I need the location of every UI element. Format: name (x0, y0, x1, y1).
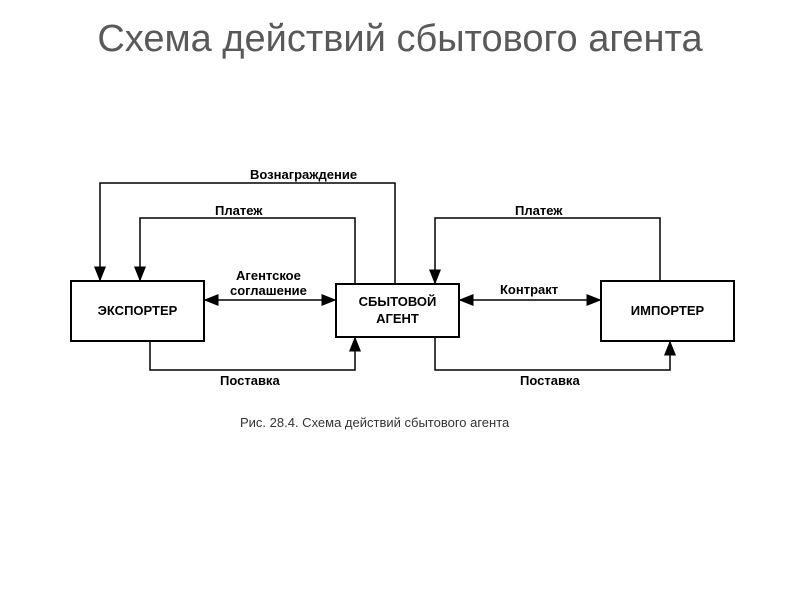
edge-payment2 (435, 218, 660, 283)
node-exporter: ЭКСПОРТЕР (70, 280, 205, 342)
edge-label-payment2: Платеж (515, 203, 562, 218)
edge-supply2 (435, 338, 670, 370)
page-title: Схема действий сбытового агента (0, 0, 800, 62)
diagram: ЭКСПОРТЕРСБЫТОВОЙАГЕНТИМПОРТЕР Вознаграж… (70, 175, 740, 455)
edge-label-contract: Контракт (500, 282, 558, 297)
edge-supply1 (150, 338, 355, 370)
edge-label-supply1: Поставка (220, 373, 280, 388)
node-agent: СБЫТОВОЙАГЕНТ (335, 283, 460, 338)
figure-caption: Рис. 28.4. Схема действий сбытового аген… (240, 415, 509, 430)
edge-label-supply2: Поставка (520, 373, 580, 388)
node-importer: ИМПОРТЕР (600, 280, 735, 342)
edge-label-payment1: Платеж (215, 203, 262, 218)
edge-label-agreement: Агентскоесоглашение (230, 268, 307, 298)
edge-label-reward: Вознаграждение (250, 167, 357, 182)
